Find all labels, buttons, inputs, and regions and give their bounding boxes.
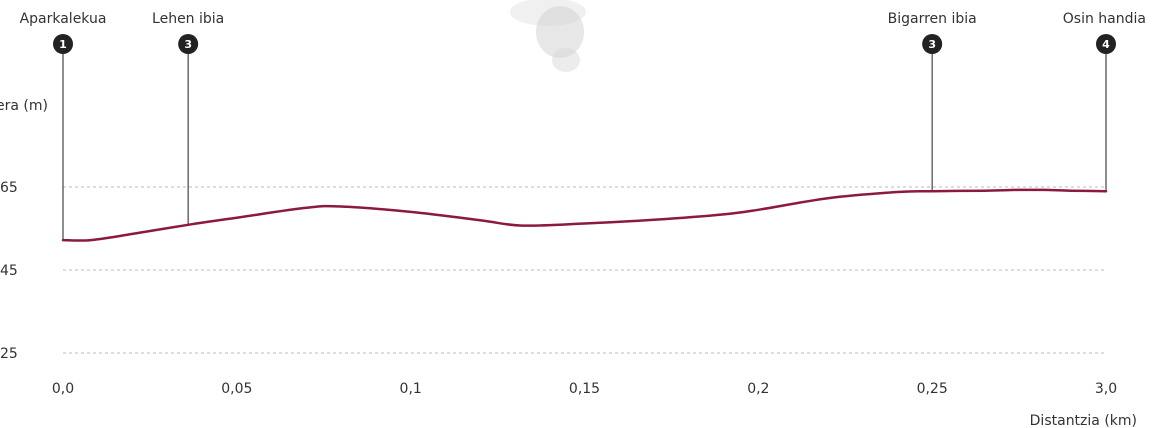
waypoint-label: Bigarren ibia: [888, 11, 977, 27]
waypoint-stems: [62, 52, 1107, 241]
waypoint-label: Osin handia: [1063, 11, 1146, 27]
x-tick-label: 0,2: [747, 381, 769, 397]
waypoint-marker[interactable]: 1 Aparkalekua: [20, 11, 107, 54]
y-tick-label: 65: [0, 180, 18, 196]
y-tick-label: 25: [0, 346, 18, 362]
x-tick-label: 0,15: [569, 381, 600, 397]
x-tick-labels: 0,0 0,05 0,1 0,15 0,2 0,25 3,0: [52, 381, 1117, 397]
x-tick-label: 0,0: [52, 381, 74, 397]
y-tick-labels: 25 45 65: [0, 180, 18, 362]
waypoint-number: 4: [1102, 38, 1110, 51]
grid-lines: [63, 186, 1106, 354]
waypoint-marker[interactable]: 3 Bigarren ibia: [888, 11, 977, 54]
waypoint-badge: [178, 34, 199, 54]
waypoint-badge: [53, 34, 73, 54]
x-tick-label: 3,0: [1095, 381, 1117, 397]
waypoint-label: Aparkalekua: [20, 11, 107, 27]
background-smudge: [510, 0, 586, 72]
x-axis-title: Distantzia (km): [1030, 413, 1137, 428]
waypoint-badge: [1096, 34, 1116, 54]
x-tick-label: 0,05: [221, 381, 252, 397]
waypoint-badge: [922, 34, 943, 54]
elevation-line: [61, 188, 1108, 242]
waypoint-marker[interactable]: 3 Lehen ibia: [152, 11, 224, 54]
waypoint-label: Lehen ibia: [152, 11, 224, 27]
waypoint-markers: 1 Aparkalekua 3 Lehen ibia 3 Bigarren ibia 4 Os…: [20, 11, 1146, 54]
y-axis-title: Altuera (m): [0, 98, 48, 114]
x-tick-label: 0,25: [917, 381, 948, 397]
x-tick-label: 0,1: [400, 381, 422, 397]
waypoint-number: 1: [59, 38, 67, 51]
waypoint-number: 3: [184, 38, 192, 51]
waypoint-number: 3: [928, 38, 936, 51]
waypoint-marker[interactable]: 4 Osin handia: [1063, 11, 1146, 54]
y-tick-label: 45: [0, 263, 18, 279]
